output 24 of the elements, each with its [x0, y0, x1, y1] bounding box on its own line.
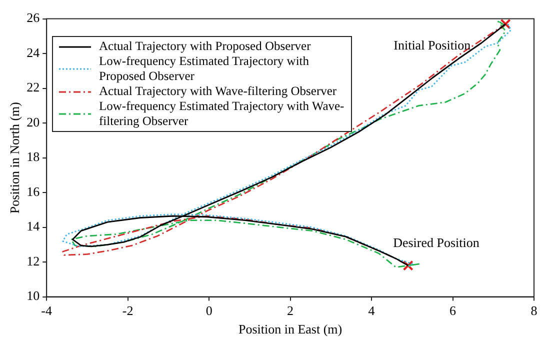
x-tick-label: 6 [450, 303, 457, 318]
x-tick-label: -2 [122, 303, 134, 318]
legend-label: Low-frequency Estimated Trajectory with Wave-filtering Observer [99, 99, 346, 129]
y-tick-label: 22 [26, 80, 40, 95]
x-tick-label: 4 [368, 303, 376, 318]
y-tick-label: 14 [26, 218, 40, 234]
y-tick-label: 18 [26, 149, 40, 164]
y-tick-label: 24 [26, 44, 40, 60]
x-tick-label: 2 [287, 303, 294, 318]
y-tick-label: 16 [26, 184, 40, 199]
annotation: Initial Position [394, 37, 472, 52]
x-tick-label: -4 [41, 303, 53, 318]
y-tick-label: 10 [26, 288, 40, 304]
y-tick-label: 20 [26, 114, 40, 130]
legend-label: Low-frequency Estimated Trajectory with Proposed Observer [99, 54, 310, 84]
x-tick-label: 0 [206, 303, 212, 318]
legend-label: Actual Trajectory with Wave-filtering Observer [99, 84, 337, 99]
x-axis-title: Position in East (m) [238, 322, 342, 337]
legend-label: Actual Trajectory with Proposed Observer [99, 39, 311, 54]
y-axis-title: Position in North (m) [7, 102, 22, 214]
y-tick-label: 12 [26, 253, 40, 268]
x-tick-label: 8 [530, 303, 538, 318]
annotation: Desired Position [393, 234, 480, 250]
y-tick-label: 26 [26, 10, 40, 26]
